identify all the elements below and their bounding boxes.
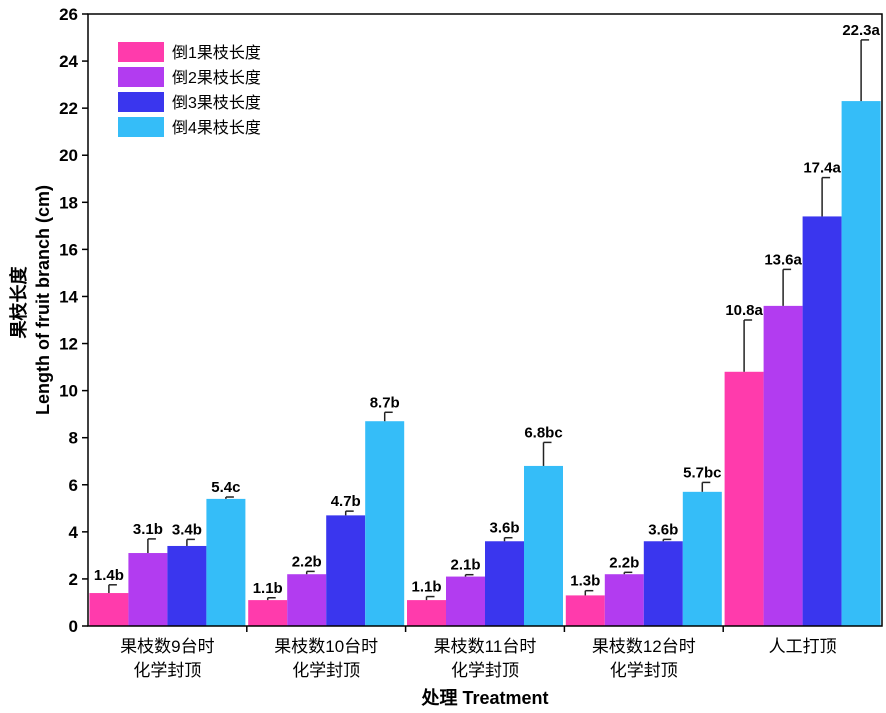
y-tick-label: 4 — [69, 523, 79, 542]
y-axis-title-en: Length of fruit branch (cm) — [33, 185, 53, 415]
x-tick-label-line: 化学封顶 — [610, 661, 678, 680]
data-label: 1.1b — [411, 579, 441, 596]
legend-swatch — [118, 92, 164, 112]
data-label: 6.8bc — [524, 424, 562, 441]
data-label: 17.4a — [803, 160, 841, 177]
y-tick-label: 16 — [59, 240, 78, 259]
y-tick-label: 8 — [69, 429, 78, 448]
data-label: 3.1b — [133, 521, 163, 538]
x-axis-title: 处理 Treatment — [420, 687, 548, 708]
bar — [167, 545, 207, 626]
data-label: 5.4c — [211, 479, 240, 496]
y-tick-label: 6 — [69, 476, 78, 495]
y-tick-label: 20 — [59, 146, 78, 165]
x-tick-label-line: 果枝数12台时 — [592, 637, 696, 656]
x-tick-label: 果枝数9台时化学封顶 — [120, 637, 214, 680]
y-axis-title: 果枝长度 Length of fruit branch (cm) — [8, 185, 53, 415]
bar — [485, 541, 524, 626]
legend-swatch — [118, 117, 164, 137]
data-label: 1.1b — [253, 580, 283, 597]
legend-swatch — [118, 42, 164, 62]
y-axis-title-cn: 果枝长度 — [8, 266, 29, 340]
data-label: 4.7b — [331, 493, 361, 510]
bar — [248, 600, 288, 626]
bar — [326, 515, 366, 626]
y-tick-label: 0 — [69, 617, 78, 636]
data-label: 2.1b — [450, 557, 480, 574]
bar — [407, 600, 446, 626]
axes-group: 02468101214161820222426果枝数9台时化学封顶果枝数10台时… — [59, 5, 883, 680]
bar — [287, 574, 327, 626]
data-label: 1.3b — [570, 573, 600, 590]
data-label: 13.6a — [764, 251, 802, 268]
y-tick-label: 12 — [59, 335, 78, 354]
data-label: 3.4b — [172, 521, 202, 538]
data-label: 3.6b — [489, 520, 519, 537]
y-tick-label: 26 — [59, 5, 78, 24]
x-tick-label-line: 化学封顶 — [292, 661, 360, 680]
data-label: 3.6b — [648, 521, 678, 538]
data-label: 22.3a — [842, 22, 880, 39]
bar — [89, 593, 129, 626]
x-tick-label: 果枝数11台时化学封顶 — [434, 637, 537, 680]
bar — [763, 305, 803, 626]
data-label: 1.4b — [94, 567, 124, 584]
bar — [724, 371, 764, 626]
bar — [682, 491, 722, 626]
x-tick-label: 果枝数10台时化学封顶 — [274, 637, 378, 680]
legend-swatch — [118, 67, 164, 87]
y-tick-label: 24 — [59, 52, 78, 71]
x-tick-label-line: 化学封顶 — [451, 661, 519, 680]
x-tick-label-line: 果枝数10台时 — [274, 637, 378, 656]
legend-label: 倒4果枝长度 — [172, 119, 261, 137]
legend-label: 倒1果枝长度 — [172, 44, 261, 62]
x-tick-label-line: 果枝数9台时 — [120, 637, 214, 656]
bar — [841, 101, 881, 627]
bar — [802, 216, 842, 626]
legend-label: 倒2果枝长度 — [172, 69, 261, 87]
x-tick-label-line: 化学封顶 — [133, 661, 201, 680]
y-tick-label: 18 — [59, 193, 78, 212]
bar — [643, 541, 683, 626]
data-label: 2.2b — [292, 553, 322, 570]
bar — [565, 595, 605, 626]
bar — [365, 421, 405, 626]
bars-group: 1.4b 3.1b 3.4b 5.4c 1.1b 2.2b 4.7b 8.7b 1.1b 2.1b… — [89, 22, 881, 627]
x-tick-label-line: 果枝数11台时 — [434, 637, 537, 656]
legend-label: 倒3果枝长度 — [172, 94, 261, 112]
data-label: 5.7bc — [683, 464, 721, 481]
bar — [446, 576, 485, 626]
y-tick-label: 14 — [59, 287, 78, 306]
x-tick-label: 果枝数12台时化学封顶 — [592, 637, 696, 680]
bar — [128, 553, 168, 626]
x-tick-label-line: 人工打顶 — [769, 637, 837, 656]
y-tick-label: 10 — [59, 382, 78, 401]
bar — [524, 465, 563, 626]
y-tick-label: 2 — [69, 570, 78, 589]
plot-frame — [87, 13, 883, 627]
bar — [206, 498, 246, 626]
data-label: 2.2b — [609, 554, 639, 571]
data-label: 10.8a — [725, 302, 763, 319]
bar — [604, 574, 644, 626]
data-label: 8.7b — [370, 394, 400, 411]
y-tick-label: 22 — [59, 99, 78, 118]
x-tick-label: 人工打顶 — [769, 637, 837, 656]
